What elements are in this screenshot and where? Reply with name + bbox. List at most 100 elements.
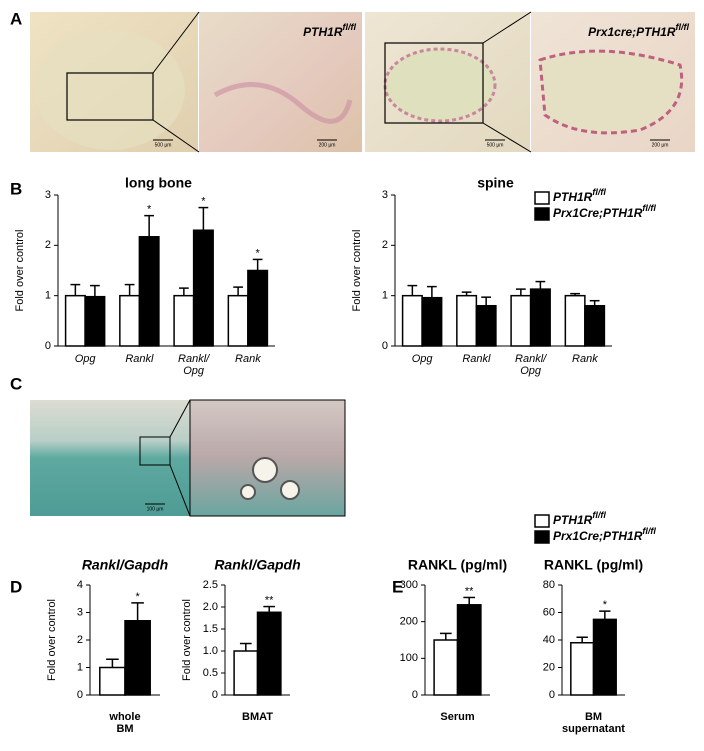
zoom-line [152, 11, 200, 74]
x-tick-label: Rank [235, 353, 261, 365]
bar [173, 294, 195, 347]
image-detail [240, 484, 256, 500]
bar [592, 618, 617, 696]
legend-label: Prx1Cre;PTH1Rfl/fl [553, 526, 656, 543]
image-detail [35, 30, 185, 150]
legend-swatch [534, 530, 550, 544]
legend-swatch [534, 191, 550, 205]
y-axis-label: Fold over control [46, 599, 58, 681]
legend-label-text: Prx1Cre;PTH1R [553, 206, 643, 220]
bar [192, 229, 214, 347]
image-label-sup: fl/fl [343, 22, 357, 32]
x-tick-label: Opg [75, 353, 97, 365]
y-tick-label: 1.0 [203, 645, 218, 657]
image-detail [538, 49, 684, 135]
y-tick-label: 3 [382, 189, 388, 201]
x-tick-label: BM supernatant [562, 711, 625, 735]
image-label-text: PTH1R [303, 25, 343, 39]
bar [99, 666, 126, 696]
zoom-line [482, 122, 532, 153]
legend-swatch [534, 207, 550, 221]
x-tick-label: Opg [412, 353, 434, 365]
bar [475, 304, 497, 347]
y-tick-label: 1 [45, 290, 51, 302]
y-tick-label: 1.5 [203, 623, 218, 635]
x-tick-label: whole BM [108, 711, 140, 735]
x-tick-label: Rankl [125, 353, 154, 365]
panel-label: E [392, 577, 403, 596]
y-tick-label: 3 [77, 606, 83, 618]
y-tick-label: 300 [400, 579, 418, 591]
zoom-line [482, 11, 532, 44]
x-tick-label: Serum [440, 711, 474, 723]
significance: ** [465, 585, 474, 597]
y-tick-label: 200 [400, 616, 418, 628]
image-detail [280, 480, 300, 500]
bar [256, 611, 282, 696]
bar [584, 304, 606, 347]
y-tick-label: 4 [77, 579, 83, 591]
chart-title: Rankl/Gapdh [214, 557, 300, 573]
y-axis-label: Fold over control [181, 599, 193, 681]
y-axis-label: Fold over control [14, 230, 26, 312]
y-tick-label: 0 [549, 689, 555, 701]
y-tick-label: 2 [382, 239, 388, 251]
bar [401, 294, 423, 347]
zoom-line [169, 464, 191, 517]
legend-label-sup: fl/fl [592, 187, 606, 197]
significance: * [135, 591, 140, 603]
zoom-box [384, 42, 484, 124]
image [30, 400, 190, 516]
legend-label-text: PTH1R [553, 513, 593, 527]
chart-title: RANKL (pg/ml) [408, 557, 507, 573]
zoom-box [139, 436, 171, 466]
legend-label: PTH1Rfl/fl [553, 187, 606, 204]
y-tick-label: 0 [412, 689, 418, 701]
image [199, 12, 362, 152]
scale-bar-label: 200 µm [319, 142, 336, 148]
y-tick-label: 1 [77, 661, 83, 673]
bar [247, 269, 269, 347]
x-tick-label: Rankl/Opg [515, 353, 547, 377]
bar [119, 294, 141, 347]
bar [124, 620, 151, 696]
legend-label-text: PTH1R [553, 190, 593, 204]
zoom-line [152, 119, 200, 153]
bar [529, 288, 551, 347]
y-tick-label: 0 [212, 689, 218, 701]
y-tick-label: 60 [543, 606, 555, 618]
x-tick-label: Rankl [462, 353, 491, 365]
y-tick-label: 20 [543, 661, 555, 673]
bar [510, 294, 532, 347]
bar [84, 295, 106, 347]
bar [64, 294, 86, 347]
bar [227, 294, 249, 347]
chart-title: Rankl/Gapdh [82, 557, 168, 573]
y-tick-label: 40 [543, 634, 555, 646]
legend-label-sup: fl/fl [642, 203, 656, 213]
x-tick-label: BMAT [242, 711, 273, 723]
panel-a-images [30, 11, 695, 153]
chart-title: RANKL (pg/ml) [544, 557, 643, 573]
scale-bar-label: 100 µm [147, 506, 164, 512]
panel-label: C [10, 374, 22, 393]
scale-bar-label: 500 µm [155, 142, 172, 148]
y-axis-label: Fold over control [351, 230, 363, 312]
zoom-line [169, 399, 191, 438]
panel-label: A [10, 9, 22, 28]
bar [456, 294, 478, 347]
legend-label: Prx1Cre;PTH1Rfl/fl [553, 203, 656, 220]
x-tick-label: Rankl/Opg [178, 353, 210, 377]
scale-bar-label: 500 µm [487, 142, 504, 148]
image-label-text: Prx1cre;PTH1R [588, 25, 676, 39]
y-tick-label: 2 [77, 634, 83, 646]
panel-c-images [30, 399, 346, 517]
bar [456, 604, 482, 696]
legend-swatch [534, 514, 550, 528]
y-tick-label: 0 [382, 340, 388, 352]
image-detail [383, 47, 497, 123]
zoom-box [66, 72, 154, 121]
legend-label-sup: fl/fl [642, 526, 656, 536]
chart-title: long bone [125, 175, 192, 191]
y-tick-label: 2 [45, 239, 51, 251]
